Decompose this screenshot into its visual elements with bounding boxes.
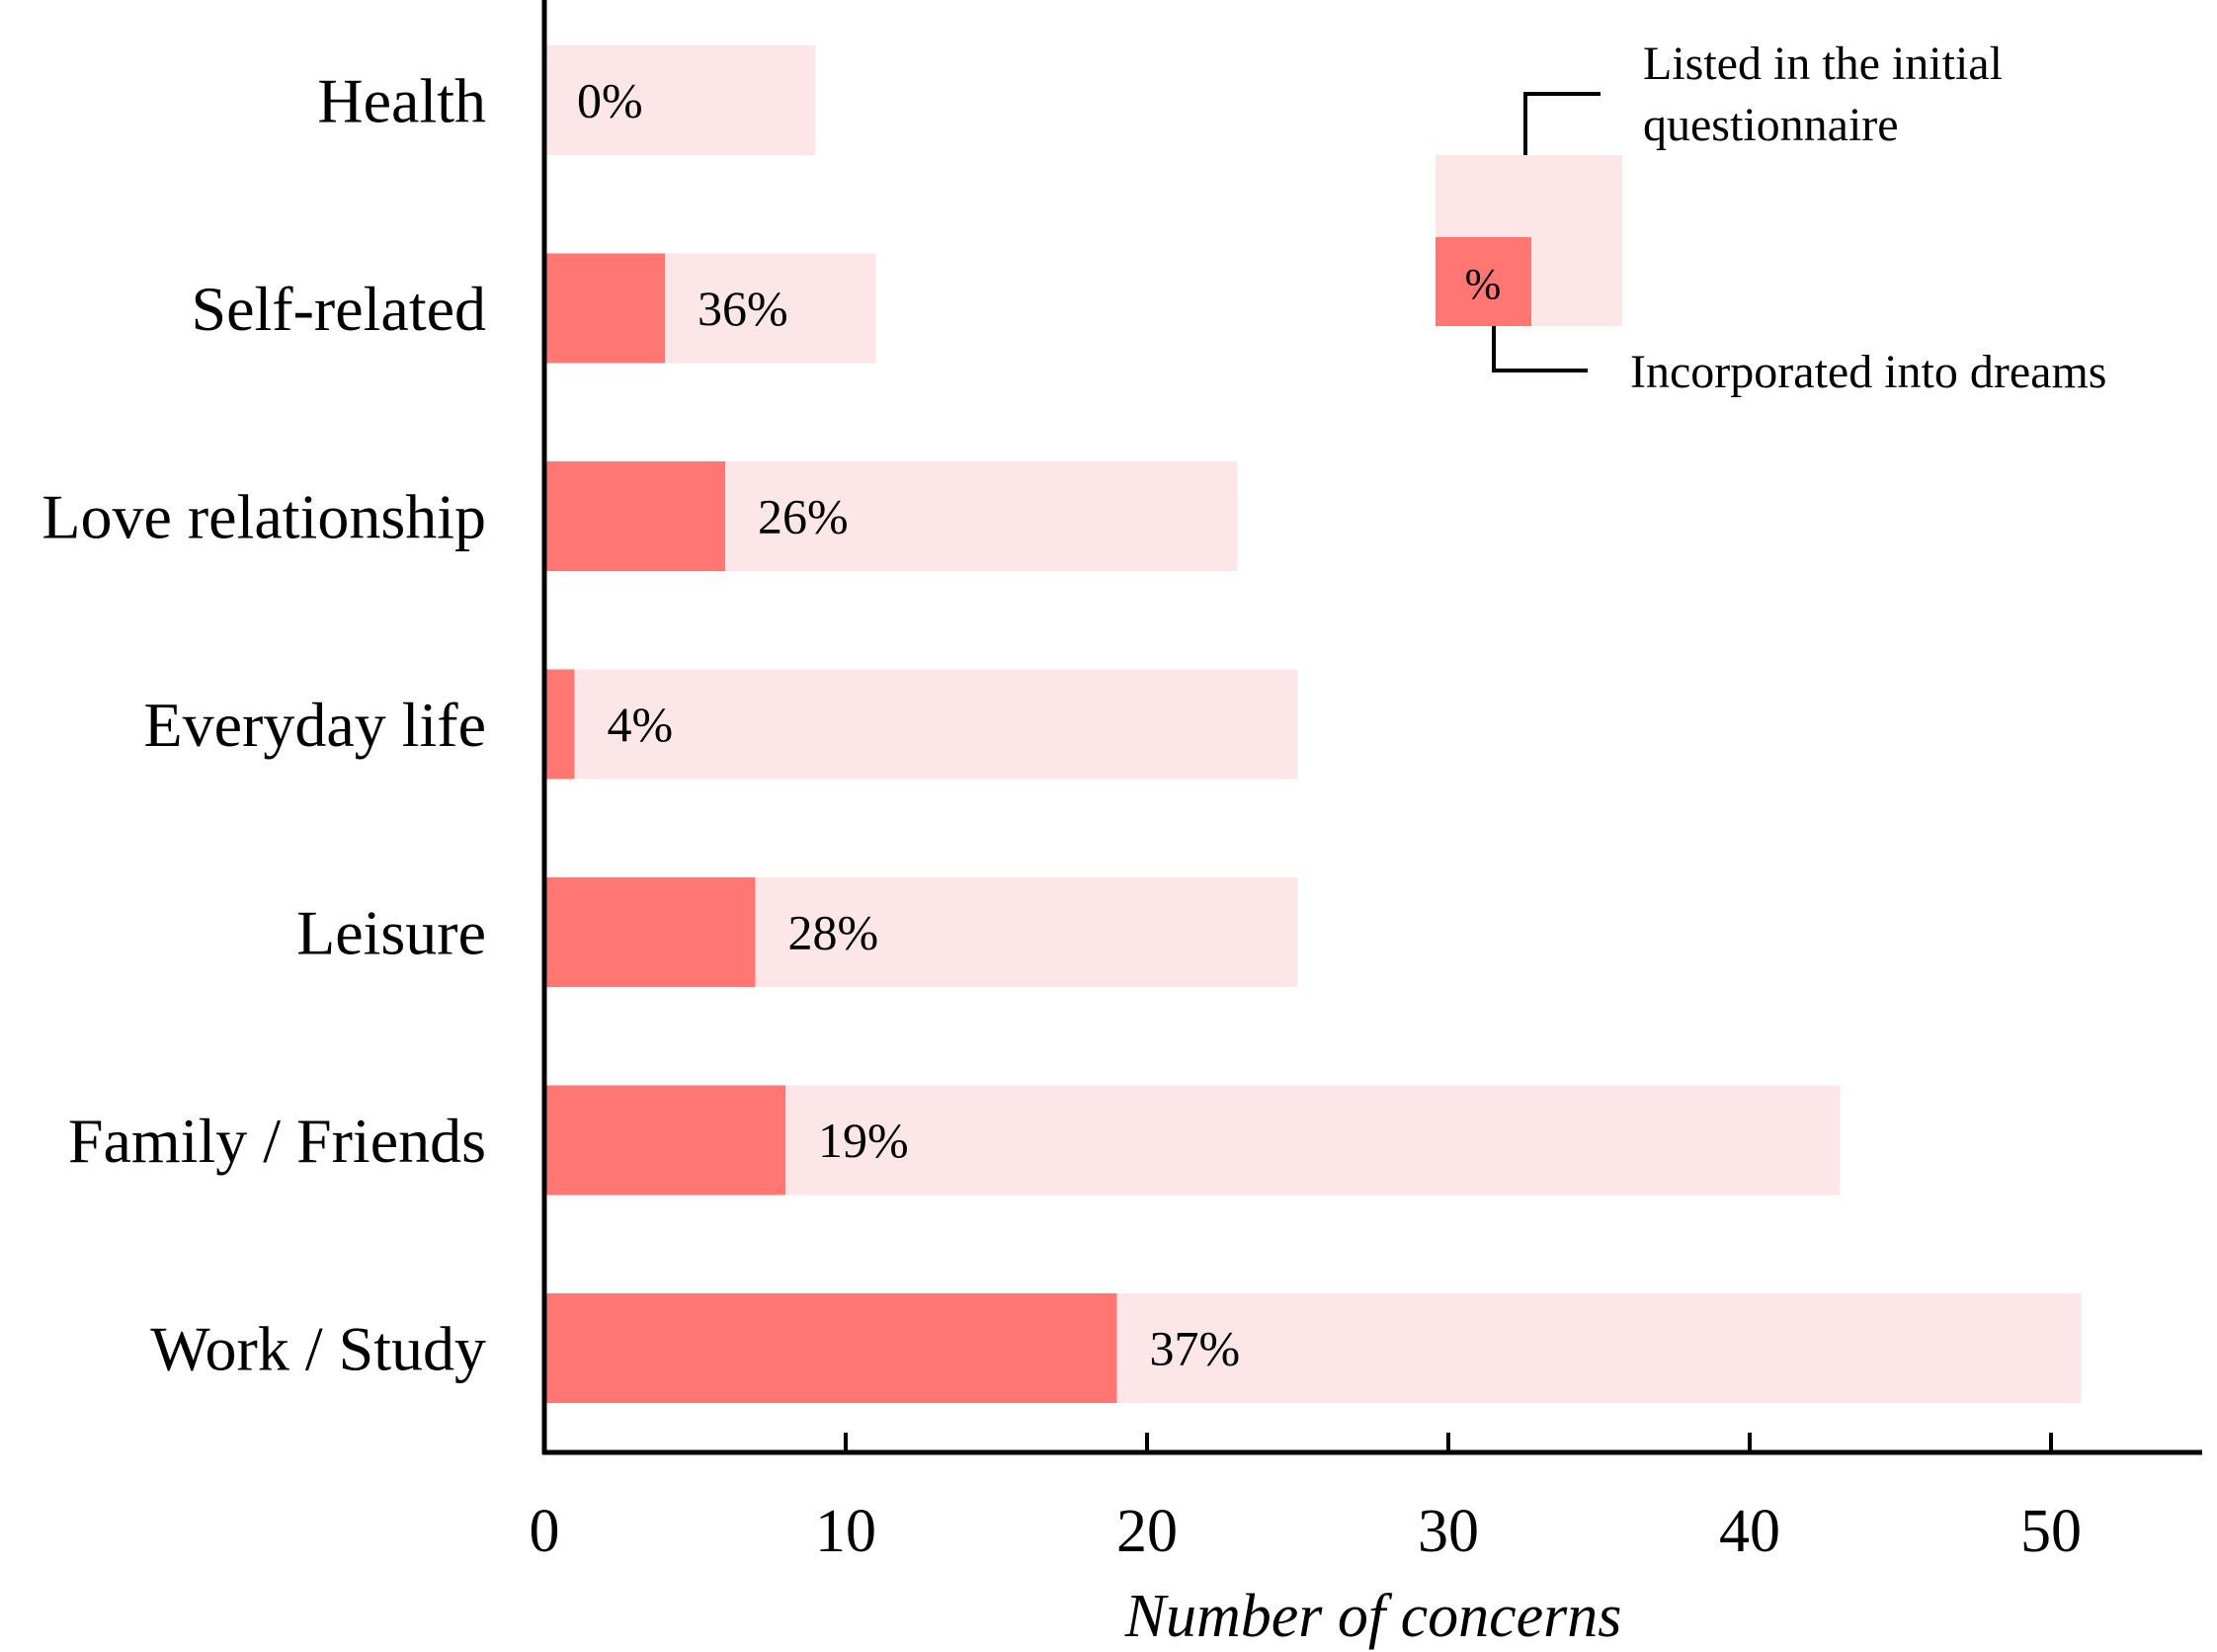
x-axis-title: Number of concerns: [1124, 1583, 1622, 1650]
bar-incorporated-family-friends: [544, 1085, 785, 1196]
category-label-love-relationship: Love relationship: [41, 482, 486, 552]
category-label-family-friends: Family / Friends: [68, 1106, 486, 1176]
bars-listed: [544, 45, 2082, 1403]
x-ticks: 0 10 20 30 40 50: [530, 1433, 2082, 1565]
bar-labels: 0% 36% 26% 4% 28% 19% 37%: [577, 73, 1240, 1376]
bar-listed-health: [544, 45, 816, 155]
legend-leader-listed: [1523, 92, 1601, 155]
bar-listed-everyday-life: [544, 669, 1298, 780]
bar-label-leisure: 28%: [788, 905, 879, 960]
bar-label-family-friends: 19%: [818, 1113, 909, 1168]
legend-swatch-text: %: [1465, 260, 1502, 308]
x-tick-label-40: 40: [1719, 1498, 1780, 1565]
legend-label-listed: Listed in the initial questionnaire: [1643, 38, 2014, 151]
x-tick-label-50: 50: [2020, 1498, 2082, 1565]
x-tick-label-0: 0: [530, 1498, 560, 1565]
bars-incorporated: [544, 253, 1117, 1403]
bar-incorporated-everyday-life: [544, 669, 575, 780]
bar-label-everyday-life: 4%: [608, 697, 674, 752]
category-label-health: Health: [317, 66, 486, 136]
bar-label-work-study: 37%: [1150, 1321, 1241, 1376]
category-label-work-study: Work / Study: [150, 1314, 486, 1384]
bar-incorporated-leisure: [544, 877, 756, 987]
category-label-leisure: Leisure: [296, 898, 486, 968]
category-label-everyday-life: Everyday life: [144, 690, 487, 760]
bar-incorporated-love-relationship: [544, 461, 725, 571]
bar-label-love-relationship: 26%: [758, 489, 849, 544]
legend: % Listed in the initial questionnaire In…: [1436, 38, 2106, 398]
bar-incorporated-self-related: [544, 253, 665, 364]
category-label-self-related: Self-related: [192, 274, 487, 344]
legend-label-listed-line1: Listed in the initial: [1643, 38, 2003, 90]
legend-leader-incorporated: [1492, 326, 1588, 372]
bar-label-self-related: 36%: [698, 281, 788, 336]
bar-label-health: 0%: [577, 73, 643, 128]
bar-incorporated-work-study: [544, 1293, 1117, 1403]
x-tick-label-10: 10: [815, 1498, 876, 1565]
x-tick-label-20: 20: [1116, 1498, 1178, 1565]
legend-label-listed-line2: questionnaire: [1643, 99, 1899, 151]
legend-label-incorporated: Incorporated into dreams: [1630, 346, 2106, 398]
category-labels: Health Self-related Love relationship Every…: [41, 66, 486, 1384]
legend-swatch-incorporated: [1436, 237, 1531, 326]
x-tick-label-30: 30: [1418, 1498, 1479, 1565]
